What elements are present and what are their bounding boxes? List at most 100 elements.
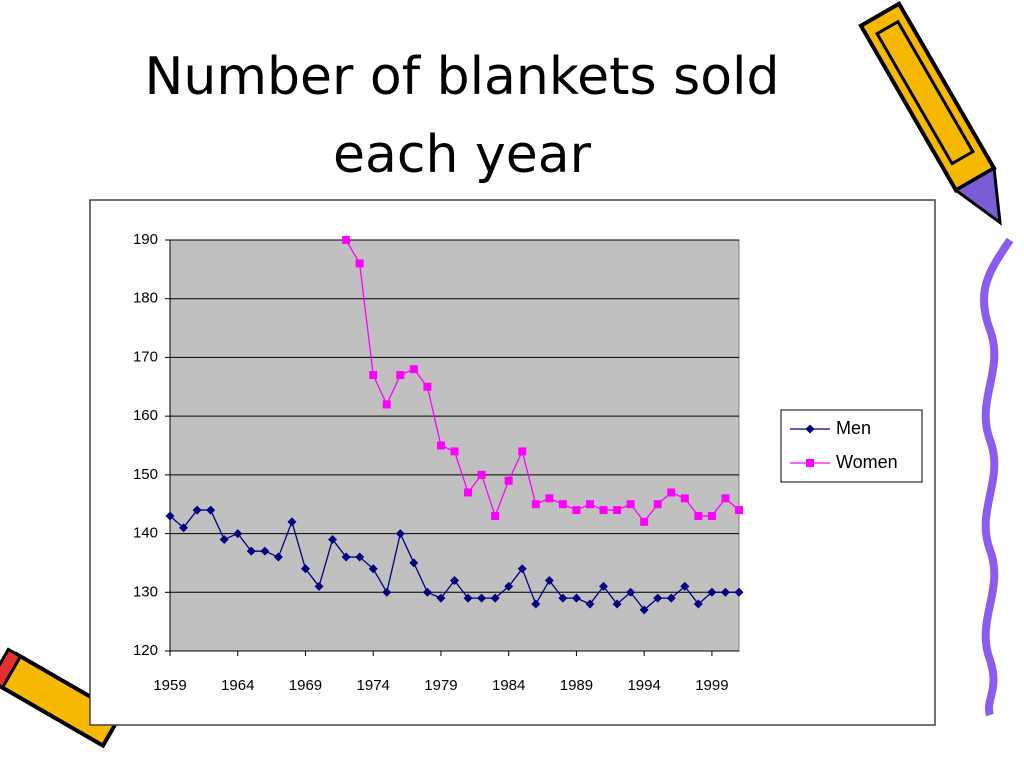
marker bbox=[571, 593, 581, 603]
marker bbox=[368, 564, 378, 574]
marker bbox=[599, 506, 608, 515]
marker bbox=[680, 494, 689, 503]
x-tick-label: 1999 bbox=[695, 677, 728, 694]
marker bbox=[707, 511, 716, 520]
marker bbox=[355, 552, 365, 562]
marker bbox=[585, 500, 594, 509]
marker bbox=[382, 400, 391, 409]
marker bbox=[545, 494, 554, 503]
marker bbox=[544, 576, 554, 586]
wavy-decoration bbox=[979, 237, 1014, 717]
marker bbox=[490, 593, 500, 603]
y-tick-label: 160 bbox=[133, 407, 158, 424]
marker bbox=[667, 488, 676, 497]
y-tick-label: 170 bbox=[133, 348, 158, 365]
marker bbox=[720, 587, 730, 597]
marker bbox=[694, 511, 703, 520]
marker bbox=[369, 371, 378, 380]
marker bbox=[640, 517, 649, 526]
marker bbox=[734, 587, 744, 597]
marker bbox=[653, 500, 662, 509]
marker bbox=[206, 505, 216, 515]
marker bbox=[666, 593, 676, 603]
y-tick-label: 140 bbox=[133, 525, 158, 542]
y-tick-label: 180 bbox=[133, 290, 158, 307]
marker bbox=[422, 587, 432, 597]
marker bbox=[436, 593, 446, 603]
y-tick-label: 130 bbox=[133, 583, 158, 600]
y-tick-label: 190 bbox=[133, 231, 158, 248]
marker bbox=[612, 599, 622, 609]
marker bbox=[300, 564, 310, 574]
marker bbox=[477, 593, 487, 603]
x-tick-label: 1959 bbox=[153, 677, 186, 694]
marker bbox=[355, 259, 364, 268]
legend-marker bbox=[805, 424, 815, 434]
slide-title: each year bbox=[333, 125, 592, 185]
legend-marker bbox=[806, 459, 814, 467]
marker bbox=[450, 447, 459, 456]
marker bbox=[396, 371, 405, 380]
marker bbox=[721, 494, 730, 503]
marker bbox=[395, 529, 405, 539]
plot-area bbox=[169, 239, 740, 652]
marker bbox=[491, 511, 500, 520]
x-tick-label: 1989 bbox=[560, 677, 593, 694]
marker bbox=[314, 581, 324, 591]
slide-title: Number of blankets sold bbox=[145, 47, 780, 107]
x-tick-label: 1964 bbox=[221, 677, 254, 694]
marker bbox=[464, 488, 473, 497]
pencil-decoration bbox=[858, 1, 1002, 226]
legend-label: Women bbox=[836, 452, 898, 472]
marker bbox=[504, 581, 514, 591]
marker bbox=[165, 511, 175, 521]
marker bbox=[436, 441, 445, 450]
x-tick-label: 1984 bbox=[492, 677, 525, 694]
marker bbox=[572, 506, 581, 515]
marker bbox=[735, 506, 743, 515]
marker bbox=[341, 552, 351, 562]
x-tick-label: 1979 bbox=[424, 677, 457, 694]
marker bbox=[287, 517, 297, 527]
marker bbox=[273, 552, 283, 562]
marker bbox=[626, 587, 636, 597]
marker bbox=[680, 581, 690, 591]
marker bbox=[531, 599, 541, 609]
marker bbox=[233, 529, 243, 539]
marker bbox=[626, 500, 635, 509]
marker bbox=[558, 500, 567, 509]
marker bbox=[639, 605, 649, 615]
legend-label: Men bbox=[836, 418, 871, 438]
marker bbox=[504, 476, 513, 485]
marker bbox=[450, 576, 459, 586]
marker bbox=[409, 365, 418, 374]
marker bbox=[328, 534, 338, 544]
marker bbox=[707, 587, 717, 597]
marker bbox=[517, 564, 527, 574]
y-tick-label: 120 bbox=[133, 642, 158, 659]
marker bbox=[423, 382, 432, 391]
marker bbox=[585, 599, 595, 609]
marker bbox=[613, 506, 622, 515]
legend bbox=[780, 409, 923, 483]
marker bbox=[409, 558, 419, 568]
marker bbox=[463, 593, 473, 603]
marker bbox=[477, 470, 486, 479]
marker bbox=[653, 593, 663, 603]
marker bbox=[382, 587, 392, 597]
marker bbox=[246, 546, 256, 556]
chart: 120 130 140 150 160 170 180 190 1959 1964 1969 1974… bbox=[133, 231, 898, 694]
marker bbox=[531, 500, 540, 509]
marker bbox=[342, 236, 351, 244]
x-tick-label: 1969 bbox=[289, 677, 322, 694]
marker bbox=[260, 546, 270, 556]
marker bbox=[219, 534, 229, 544]
x-tick-label: 1994 bbox=[627, 677, 660, 694]
marker bbox=[599, 581, 609, 591]
marker bbox=[558, 593, 568, 603]
marker bbox=[192, 505, 202, 515]
marker bbox=[179, 523, 189, 533]
marker bbox=[693, 599, 703, 609]
x-tick-label: 1974 bbox=[357, 677, 390, 694]
